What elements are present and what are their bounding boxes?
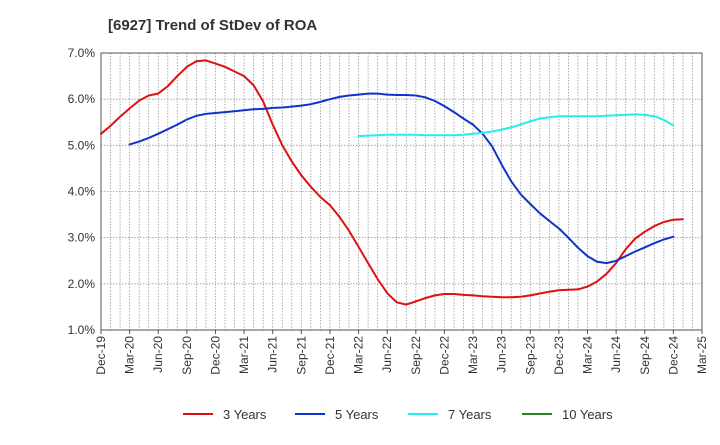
series-line-5-years [128, 92, 675, 265]
x-tick-label: Dec-22 [437, 336, 451, 375]
y-tick-label: 5.0% [68, 138, 96, 152]
legend: 3 Years 5 Years 7 Years 10 Years [183, 407, 613, 422]
y-tick-label: 4.0% [68, 185, 96, 199]
series-line-3-years [100, 59, 684, 306]
legend-label-3-years: 3 Years [223, 407, 267, 422]
legend-label-7-years: 7 Years [448, 407, 492, 422]
x-tick-label: Jun-20 [151, 336, 165, 373]
y-tick-label: 1.0% [68, 323, 96, 337]
x-tick-label: Sep-24 [638, 336, 652, 375]
x-tick-label: Jun-23 [495, 336, 509, 373]
x-tick-label: Mar-24 [581, 336, 595, 374]
x-tick-label: Sep-23 [523, 336, 537, 375]
x-tick-label: Sep-22 [409, 336, 423, 375]
series-line-7-years [357, 113, 675, 138]
chart-title: [6927] Trend of StDev of ROA [108, 17, 317, 34]
x-tick-label: Mar-23 [466, 336, 480, 374]
x-tick-label: Dec-21 [323, 336, 337, 375]
y-tick-label: 2.0% [68, 277, 96, 291]
x-tick-label: Mar-21 [237, 336, 251, 374]
x-tick-label: Mar-22 [352, 336, 366, 374]
axis-layer: 1.0% 2.0% 3.0% 4.0% 5.0% 6.0% 7.0% Dec-19 Mar-20… [68, 46, 709, 375]
x-tick-label: Dec-24 [666, 336, 680, 375]
x-tick-label: Mar-25 [695, 336, 709, 374]
plot-frame [100, 52, 703, 331]
x-tick-label: Jun-24 [609, 336, 623, 373]
x-tick-label: Dec-20 [208, 336, 222, 375]
legend-label-5-years: 5 Years [335, 407, 379, 422]
x-tick-label: Dec-23 [552, 336, 566, 375]
series-layer [100, 59, 684, 306]
x-tick-label: Jun-21 [266, 336, 280, 373]
y-tick-label: 3.0% [68, 231, 96, 245]
x-tick-label: Sep-20 [180, 336, 194, 375]
legend-label-10-years: 10 Years [562, 407, 613, 422]
grid-layer [101, 53, 702, 330]
x-tick-label: Mar-20 [123, 336, 137, 374]
y-tick-label: 6.0% [68, 92, 96, 106]
x-tick-label: Sep-21 [294, 336, 308, 375]
y-tick-label: 7.0% [68, 46, 96, 60]
x-tick-label: Dec-19 [94, 336, 108, 375]
x-tick-label: Jun-22 [380, 336, 394, 373]
